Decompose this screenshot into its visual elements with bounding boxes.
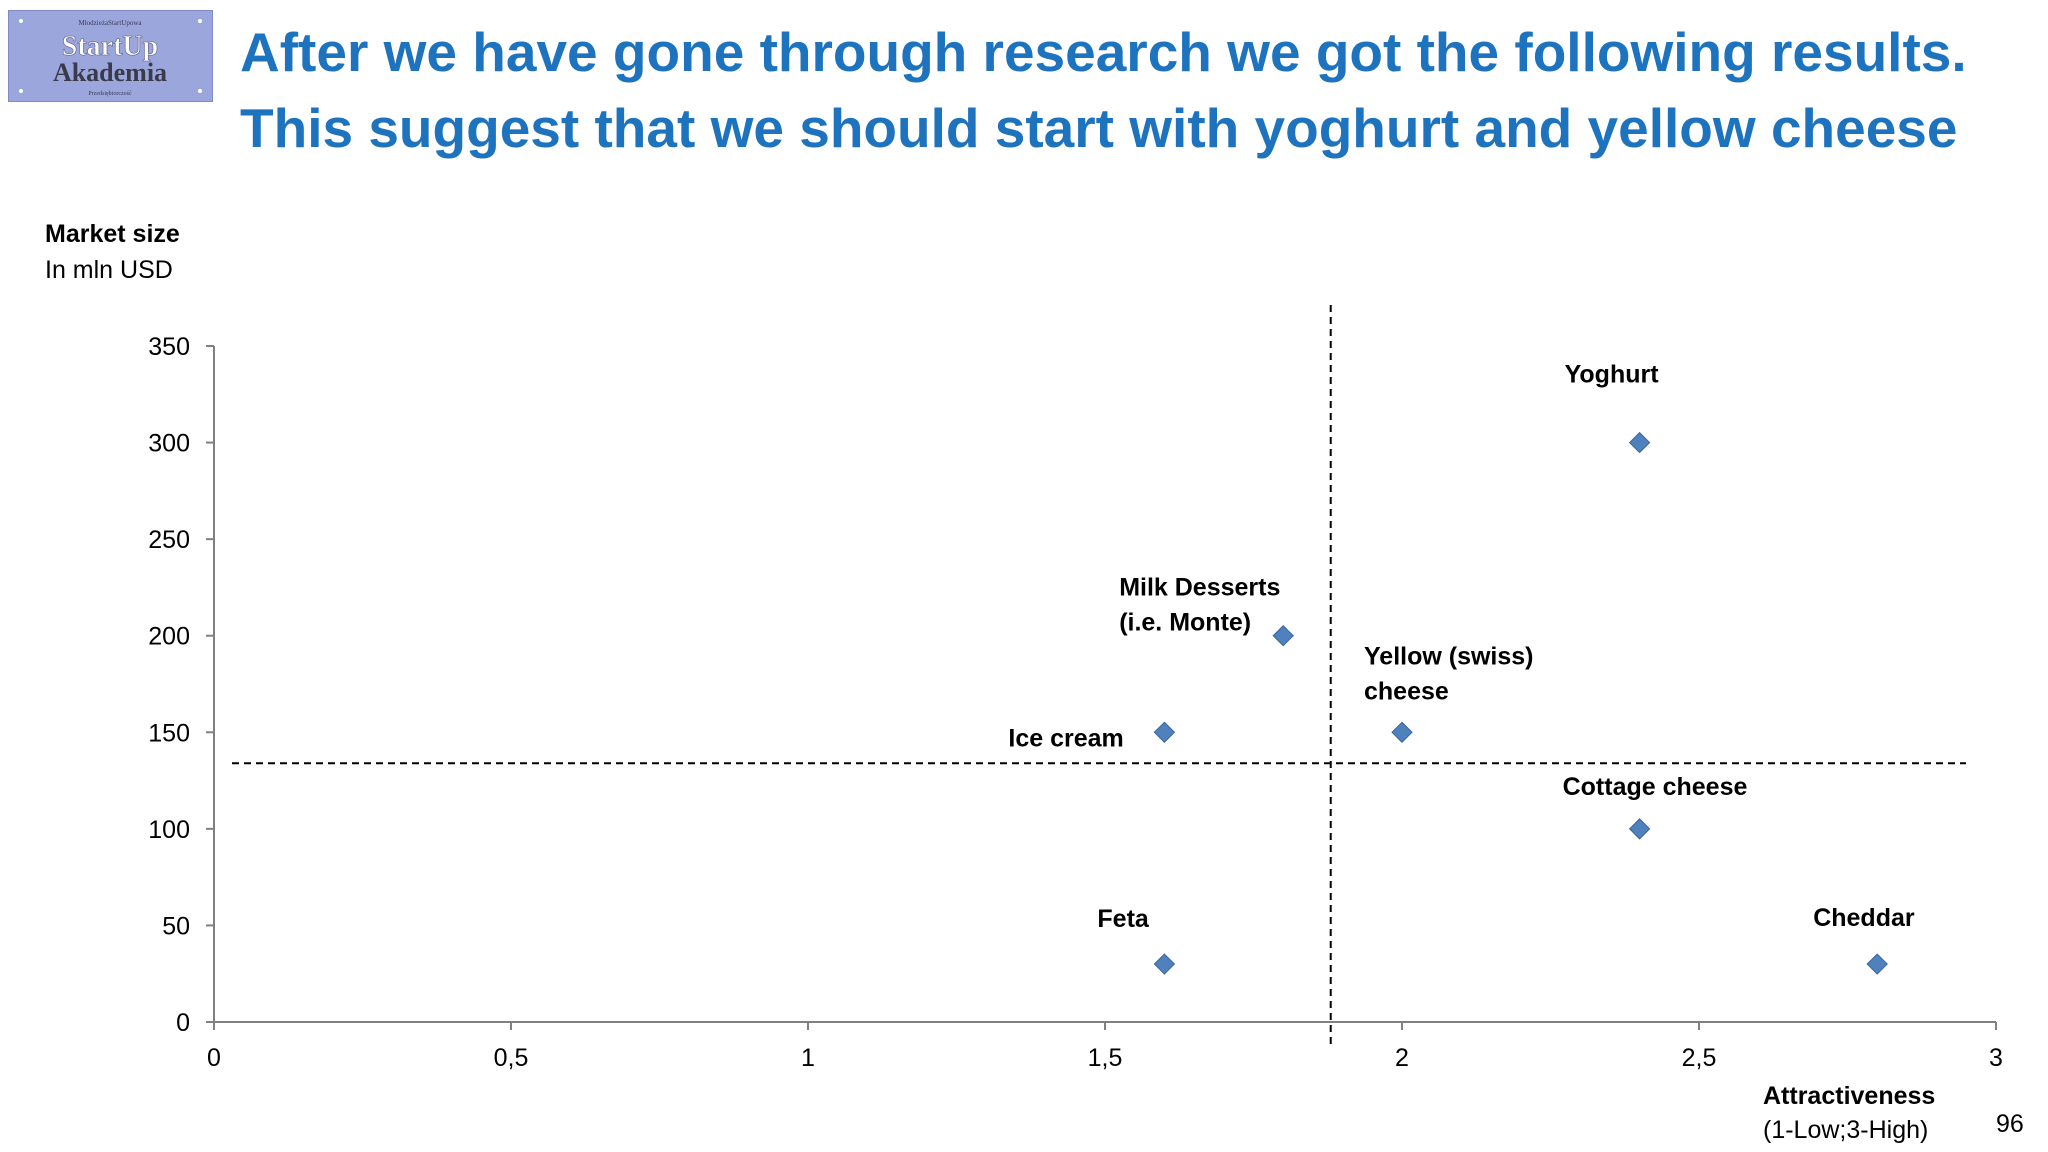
logo-line2: Akademia — [53, 58, 167, 87]
data-point-milk-desserts-i-e-monte — [1272, 625, 1294, 647]
slide-title: After we have gone through research we g… — [240, 14, 2020, 166]
logo-line1: StartUp — [62, 31, 158, 62]
logo-top-text: MłodzieżaStartUpowa — [79, 19, 143, 27]
data-label-cheddar: Cheddar — [1813, 904, 1915, 932]
y-axis-title: Market size — [45, 220, 180, 248]
x-tick-label-0: 0 — [207, 1044, 221, 1072]
startup-akademia-logo: MłodzieżaStartUpowa StartUp Akademia Prz… — [8, 10, 213, 102]
x-tick-label-2: 1 — [801, 1044, 815, 1072]
data-point-ice-cream — [1153, 721, 1176, 743]
y-tick-label-6: 300 — [148, 430, 190, 458]
x-tick-label-4: 2 — [1395, 1044, 1409, 1072]
y-tick-label-2: 100 — [148, 816, 190, 844]
data-label-yoghurt: Yoghurt — [1565, 361, 1660, 389]
x-tick-label-6: 3 — [1989, 1044, 2003, 1072]
page-number: 96 — [1996, 1110, 2024, 1138]
x-axis-subtitle: (1-Low;3-High) — [1763, 1116, 1929, 1144]
data-label-yellow-swiss-cheese: Yellow (swiss) cheese — [1364, 642, 1534, 705]
x-axis-title: Attractiveness — [1763, 1082, 1936, 1110]
logo-bottom-text: Przedsiębiorczość — [88, 91, 132, 97]
y-axis-subtitle: In mln USD — [45, 256, 173, 284]
data-label-ice-cream: Ice cream — [1008, 724, 1123, 752]
data-label-cottage-cheese: Cottage cheese — [1563, 773, 1748, 801]
x-tick-label-1: 0,5 — [494, 1044, 529, 1072]
y-tick-label-1: 50 — [162, 912, 190, 940]
data-point-yoghurt — [1628, 431, 1651, 454]
y-tick-label-7: 350 — [148, 333, 190, 361]
x-tick-label-3: 1,5 — [1088, 1044, 1123, 1072]
data-label-feta: Feta — [1097, 905, 1150, 933]
y-tick-label-3: 150 — [148, 719, 190, 747]
data-point-yellow-swiss-cheese — [1391, 721, 1413, 743]
data-point-feta — [1153, 953, 1176, 975]
x-tick-label-5: 2,5 — [1682, 1044, 1717, 1072]
title-line-2: This suggest that we should start with y… — [240, 97, 1958, 159]
y-tick-label-0: 0 — [176, 1009, 190, 1037]
data-label-milk-desserts-i-e-monte: Milk Desserts (i.e. Monte) — [1119, 574, 1280, 637]
title-line-1: After we have gone through research we g… — [240, 21, 1967, 83]
y-tick-label-4: 200 — [148, 623, 190, 651]
data-point-cottage-cheese — [1628, 818, 1651, 840]
data-point-cheddar — [1866, 953, 1888, 975]
y-tick-label-5: 250 — [148, 526, 190, 554]
